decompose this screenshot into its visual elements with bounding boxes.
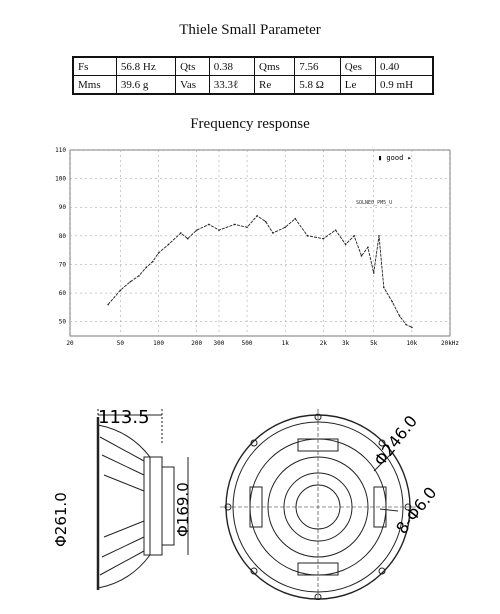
y-tick-label: 110 (55, 147, 66, 154)
frequency-response-title: Frequency response (190, 116, 310, 132)
x-tick-label: 500 (242, 340, 253, 347)
data-point (360, 255, 363, 257)
data-point (107, 303, 109, 306)
speaker-side-view (96, 409, 189, 590)
magnet-diameter-dimension: Φ169.0 (174, 482, 192, 537)
depth-dimension: 113.5 (98, 407, 150, 428)
data-point (391, 300, 394, 303)
response-curve (107, 215, 413, 329)
table-row: Mms 39.6 g Vas 33.3ℓ Re 5.8 Ω Le 0.9 mH (72, 75, 434, 95)
frequency-response-chart: 110 100 90 80 70 60 50 20 50 100 200 300 500 1k 2k 3k 5… (55, 147, 459, 347)
table-row: Fs 56.8 Hz Qts 0.38 Qms 7.56 Qes 0.40 (72, 56, 434, 76)
x-tick-labels: 20 50 100 200 300 500 1k 2k 3k 5k 10k 20kHz (66, 340, 459, 347)
y-tick-label: 60 (59, 290, 67, 297)
chart-grid (69, 149, 451, 337)
data-point (284, 226, 287, 229)
x-tick-label: 100 (153, 340, 164, 347)
param-value: 0.38 (208, 56, 256, 76)
data-point (151, 260, 154, 263)
data-point (334, 229, 337, 231)
param-value: 39.6 g (115, 75, 177, 95)
y-tick-label: 50 (59, 319, 67, 326)
ts-parameter-title: Thiele Small Parameter (179, 22, 321, 38)
data-point (129, 280, 132, 283)
x-tick-label: 20 (66, 340, 74, 347)
data-point (186, 237, 189, 240)
data-point (157, 252, 160, 254)
speaker-dimension-drawing: 113.5 Φ261.0 Φ169.0 Φ246.0 8-Φ6.0 (52, 407, 440, 600)
data-point (180, 232, 182, 234)
response-line (107, 215, 413, 328)
param-label: Mms (72, 75, 117, 95)
data-point (294, 217, 297, 220)
data-point (378, 235, 380, 237)
y-tick-labels: 110 100 90 80 70 60 50 (55, 147, 66, 326)
data-point (167, 243, 170, 246)
data-point (246, 226, 248, 229)
param-label: Le (339, 75, 377, 95)
data-point (398, 315, 401, 317)
data-point (322, 237, 325, 240)
x-tick-label: 3k (342, 340, 350, 347)
data-point (411, 326, 413, 329)
speaker-front-view (220, 409, 416, 600)
data-point (372, 272, 375, 274)
data-point (256, 215, 258, 217)
x-tick-label: 200 (191, 340, 202, 347)
data-point (195, 229, 198, 231)
param-value: 56.8 Hz (115, 56, 177, 76)
param-value: 7.56 (294, 56, 341, 76)
x-tick-label: 5k (370, 340, 378, 347)
data-point (367, 246, 369, 249)
param-value: 0.40 (375, 56, 434, 76)
param-label: Vas (175, 75, 210, 95)
x-tick-label: 20kHz (441, 340, 459, 347)
data-point (382, 286, 385, 289)
curve-tag: SOLNE0_PM5_U (356, 200, 392, 206)
data-point (344, 243, 347, 246)
data-point (218, 229, 220, 231)
data-point (208, 223, 210, 226)
y-tick-label: 70 (59, 261, 67, 268)
data-point (145, 266, 148, 269)
outer-diameter-dimension: Φ261.0 (52, 492, 70, 547)
x-tick-label: 300 (214, 340, 225, 347)
y-tick-label: 80 (59, 233, 67, 240)
y-tick-label: 100 (55, 176, 66, 183)
plot-frame (69, 149, 451, 337)
data-point (272, 232, 274, 234)
chart-legend: ▮ good ▸ (378, 154, 412, 162)
y-tick-label: 90 (59, 204, 67, 211)
param-label: Fs (72, 56, 117, 76)
param-label: Qms (254, 56, 296, 76)
param-label: Qes (339, 56, 377, 76)
data-point (119, 289, 122, 292)
mount-holes-dimension: 8-Φ6.0 (392, 483, 440, 537)
param-value: 5.8 Ω (294, 75, 341, 95)
x-tick-label: 50 (117, 340, 125, 347)
data-point (405, 323, 407, 326)
x-tick-label: 1k (282, 340, 290, 347)
param-label: Qts (175, 56, 210, 76)
data-point (306, 235, 309, 237)
param-value: 0.9 mH (375, 75, 434, 95)
data-point (138, 275, 140, 277)
param-label: Re (254, 75, 296, 95)
x-tick-label: 2k (320, 340, 328, 347)
bolt-circle-dimension: Φ246.0 (370, 412, 421, 470)
data-point (264, 220, 267, 223)
ts-parameter-table: Fs 56.8 Hz Qts 0.38 Qms 7.56 Qes 0.40 Mm… (72, 56, 434, 95)
x-tick-label: 10k (406, 340, 417, 347)
param-value: 33.3ℓ (208, 75, 256, 95)
data-point (353, 235, 355, 237)
data-point (233, 223, 236, 226)
